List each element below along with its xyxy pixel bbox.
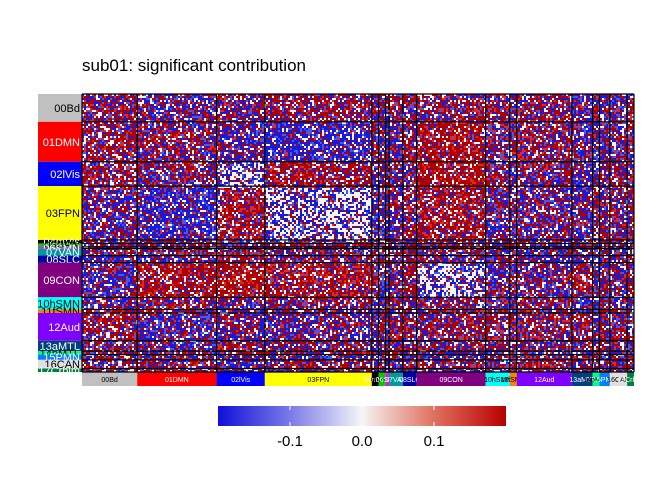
x-label-02lvis: 02lVis (231, 377, 250, 384)
x-strip-00bd (82, 372, 138, 386)
x-strip-14pmtl (592, 372, 600, 386)
y-strip-05brn (38, 243, 82, 247)
x-label-01dmn: 01DMN (165, 377, 189, 384)
x-label-00bd: 00Bd (101, 377, 117, 384)
y-strip-09con (38, 262, 82, 298)
y-label-17crblm: 17Crblm (38, 365, 80, 377)
colorbar-gradient (218, 406, 506, 426)
y-label-10hsmn: 10hSMN (37, 298, 80, 310)
chart-title: sub01: significant contribution (82, 56, 306, 75)
x-strip-03fpn (264, 372, 372, 386)
x-strip-15pmn (599, 372, 610, 386)
x-strip-01dmn (137, 372, 217, 386)
y-strip-14pmtl (38, 351, 82, 355)
connectivity-matrix (82, 94, 634, 372)
x-label-12aud: 12Aud (534, 377, 554, 384)
network-boundary-lines (81, 93, 635, 373)
y-axis-network-strips: 00Bd01DMN02lVis03FPN04mVis05BRN06SMN07VA… (37, 94, 82, 377)
y-strip-15pmn (38, 354, 82, 360)
y-strip-08slc (38, 255, 82, 263)
x-strip-04mvis (371, 372, 379, 386)
x-label-07van: 07VAN (385, 377, 407, 384)
colorbar-tick-label: -0.1 (277, 433, 303, 450)
x-strip-07van (389, 372, 403, 386)
y-label-01dmn: 01DMN (43, 137, 80, 149)
y-label-00bd: 00Bd (54, 103, 80, 115)
y-strip-02lvis (38, 161, 82, 187)
colorbar-tick-label: 0.0 (352, 433, 373, 450)
y-strip-03fpn (38, 186, 82, 240)
y-strip-07van (38, 248, 82, 256)
y-strip-00bd (38, 94, 82, 122)
x-label-14pmtl: 14pMTL (583, 377, 609, 384)
colorbar: -0.1 0.0 0.1 (218, 406, 506, 450)
y-label-12aud: 12Aud (48, 322, 80, 334)
x-strip-09con (416, 372, 486, 386)
y-strip-12aud (38, 312, 82, 341)
x-label-04mvis: 04mVis (364, 377, 388, 384)
x-label-10hsmn: 10hSMN (484, 377, 511, 384)
x-strip-17crblm (627, 372, 634, 386)
x-strip-16can (609, 372, 628, 386)
y-label-13amtl: 13aMTL (40, 341, 80, 353)
y-label-16can: 16CAN (45, 359, 81, 371)
y-strip-04mvis (38, 239, 82, 244)
x-strip-06smn (385, 372, 390, 386)
x-strip-02lvis (216, 372, 265, 386)
x-label-06smn: 06SMN (376, 377, 399, 384)
x-label-09con: 09CON (439, 377, 462, 384)
x-label-17crblm: 17Crblm (617, 377, 644, 384)
x-strip-08slc (402, 372, 417, 386)
y-strip-17crblm (38, 368, 82, 372)
y-strip-16can (38, 359, 82, 369)
x-label-15pmn: 15PMN (593, 377, 616, 384)
x-label-05brn: 05BRN (371, 377, 394, 384)
x-label-08slc: 08SLC (399, 377, 420, 384)
x-strip-13amtl (571, 372, 593, 386)
y-strip-06smn (38, 246, 82, 249)
x-strip-05brn (378, 372, 386, 386)
y-label-02lvis: 02lVis (50, 169, 80, 181)
y-strip-10hsmn (38, 297, 82, 310)
y-strip-11fsmn (38, 309, 82, 313)
y-label-09con: 09CON (43, 275, 80, 287)
y-strip-01dmn (38, 121, 82, 162)
y-label-03fpn: 03FPN (46, 208, 80, 220)
x-strip-12aud (516, 372, 572, 386)
colorbar-tick-label: 0.1 (424, 433, 445, 450)
x-label-16can: 16CAN (607, 377, 630, 384)
x-strip-11fsmn (509, 372, 517, 386)
y-strip-13amtl (38, 340, 82, 352)
x-label-13amtl: 13aMTL (569, 377, 595, 384)
x-label-11fsmn: 11fSMN (501, 377, 526, 384)
matrix-cells-image (82, 94, 634, 372)
x-axis-network-strips: 00Bd 01DMN 02lVis 03FPN 04mVis05BRN06SMN07VA… (82, 372, 644, 386)
x-strip-10hsmn (485, 372, 510, 386)
x-label-03fpn: 03FPN (307, 377, 329, 384)
